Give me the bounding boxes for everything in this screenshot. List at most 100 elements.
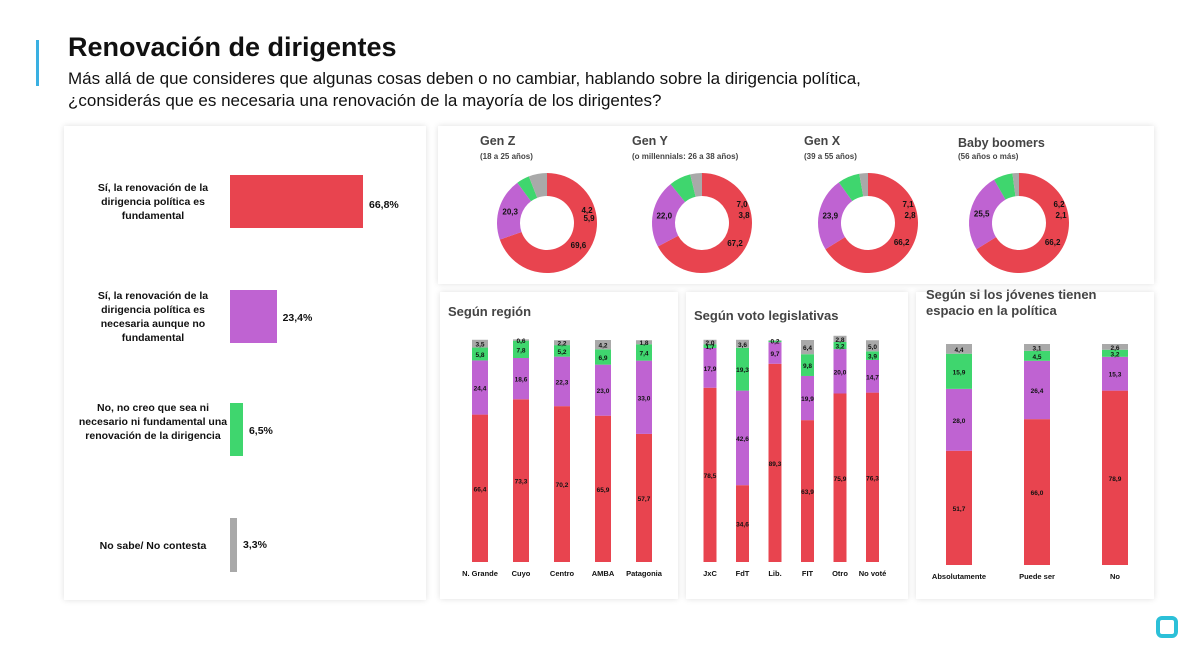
stacked-bar-label: 63,9 bbox=[801, 489, 814, 496]
donut-slice bbox=[818, 182, 853, 250]
stacked-bar-segment bbox=[703, 347, 717, 388]
panel-title: Según región bbox=[448, 304, 532, 319]
gen-note: (39 a 55 años) bbox=[804, 152, 857, 161]
donut-slice bbox=[652, 184, 686, 247]
stacked-bar-label: 1,8 bbox=[639, 340, 648, 347]
donut-label: 66,2 bbox=[894, 238, 910, 247]
stacked-bar-label: 4,5 bbox=[1032, 354, 1041, 361]
stacked-bar-segment bbox=[736, 339, 749, 348]
stacked-bar-label: 19,9 bbox=[801, 396, 814, 403]
stacked-bar-label: 7,8 bbox=[516, 347, 525, 354]
category-label: Lib. bbox=[768, 569, 781, 578]
donut-slice bbox=[838, 173, 864, 202]
stacked-bar-segment bbox=[946, 353, 972, 389]
stacked-bar-segment bbox=[768, 340, 782, 341]
donut-slice bbox=[670, 174, 696, 202]
stacked-bar-label: 22,3 bbox=[556, 379, 569, 386]
donut-label: 3,8 bbox=[738, 211, 750, 220]
stacked-bar-segment bbox=[1024, 350, 1050, 361]
stacked-bar-label: 5,2 bbox=[557, 349, 566, 356]
total-panel: Sí, la renovación de la dirigencia polít… bbox=[64, 126, 426, 600]
gen-note: (o millennials: 26 a 38 años) bbox=[632, 152, 739, 161]
donut-slice bbox=[517, 176, 538, 202]
stacked-bar-label: 57,7 bbox=[638, 496, 651, 503]
stacked-bar-segment bbox=[1102, 344, 1128, 350]
stacked-bar-label: 76,3 bbox=[866, 475, 879, 482]
gen-title: Baby boomers bbox=[958, 136, 1045, 150]
donut-slice bbox=[528, 173, 547, 198]
stacked-bar-label: 7,4 bbox=[639, 350, 648, 357]
stacked-bar-segment bbox=[513, 357, 529, 400]
stacked-bar-label: 78,5 bbox=[704, 473, 717, 480]
category-label: AMBA bbox=[592, 569, 615, 578]
hbar bbox=[230, 518, 237, 572]
donut-label: 7,0 bbox=[736, 200, 748, 209]
youth-stacked-chart: 51,7 28,0 15,9 4,4 Absolutamente 66,0 26,4 4,5 3… bbox=[932, 344, 1128, 581]
donut-label: 69,6 bbox=[571, 241, 587, 250]
stacked-bar-label: 19,3 bbox=[736, 367, 749, 374]
stacked-bar-label: 9,7 bbox=[770, 351, 779, 358]
category-label: N. Grande bbox=[462, 569, 498, 578]
youth-panel: Según si los jóvenes tienen espacio en l… bbox=[916, 287, 1154, 599]
stacked-bar-segment bbox=[595, 415, 611, 562]
stacked-bar-label: 3,2 bbox=[1110, 351, 1119, 358]
donut-slice bbox=[994, 173, 1016, 200]
stacked-bar-label: 33,0 bbox=[638, 395, 651, 402]
panel-title: Según voto legislativas bbox=[694, 308, 839, 323]
donut-label: 2,1 bbox=[1055, 211, 1067, 220]
stacked-bar-label: 15,9 bbox=[953, 369, 966, 376]
stacked-bar-segment bbox=[768, 363, 782, 562]
stacked-bar-segment bbox=[703, 387, 717, 562]
stacked-bar-label: 6,4 bbox=[803, 345, 812, 352]
stacked-bar-label: 0,2 bbox=[770, 338, 779, 345]
stacked-bar-label: 2,0 bbox=[705, 340, 714, 347]
stacked-bar-segment bbox=[736, 390, 749, 486]
hbar-label: No, no creo que sea ni necesario ni fund… bbox=[78, 402, 228, 442]
stacked-bar-segment bbox=[595, 364, 611, 416]
stacked-bar-label: 3,6 bbox=[738, 342, 747, 349]
stacked-bar-label: 23,0 bbox=[597, 388, 610, 395]
donut-label: 66,2 bbox=[1045, 238, 1061, 247]
donut-label: 4,2 bbox=[581, 206, 593, 215]
stacked-bar-label: 14,7 bbox=[866, 374, 879, 381]
hbar-value: 6,5% bbox=[248, 425, 273, 437]
stacked-bar-segment bbox=[595, 349, 611, 365]
stacked-bar-label: 4,4 bbox=[954, 347, 963, 354]
stacked-bar-label: 75,9 bbox=[834, 476, 847, 483]
stacked-bar-segment bbox=[636, 433, 652, 562]
stacked-bar-label: 5,0 bbox=[868, 344, 877, 351]
stacked-bar-segment bbox=[1102, 356, 1128, 391]
donut-label: 22,0 bbox=[656, 211, 672, 220]
vote-stacked-chart: 78,5 17,9 1,72,0 JxC 34,6 42,6 19,3 3,6 FdT 89,3 9… bbox=[703, 335, 886, 578]
stacked-bar-segment bbox=[636, 340, 652, 345]
stacked-bar-label: 73,3 bbox=[515, 479, 528, 486]
hbar bbox=[230, 290, 277, 343]
stacked-bar-segment bbox=[595, 340, 611, 350]
page-subtitle: Más allá de que consideres que algunas c… bbox=[68, 69, 861, 110]
stacked-bar-segment bbox=[472, 360, 488, 415]
stacked-bar-label: 17,9 bbox=[704, 366, 717, 373]
stacked-bar-label: 20,0 bbox=[834, 369, 847, 376]
stacked-bar-segment bbox=[554, 356, 570, 407]
stacked-bar-segment bbox=[946, 450, 972, 565]
stacked-bar-label: 51,7 bbox=[953, 506, 966, 513]
hbar bbox=[230, 175, 363, 228]
donut-label: 6,2 bbox=[1053, 200, 1065, 209]
stacked-bar-segment bbox=[801, 354, 814, 376]
stacked-bar-label: 66,0 bbox=[1031, 490, 1044, 497]
stacked-bar-segment bbox=[946, 344, 972, 354]
gen-note: (56 años o más) bbox=[958, 152, 1019, 161]
donut-slice bbox=[969, 179, 1006, 250]
generations-panel: Gen Z (18 a 25 años) Gen Y (o millennial… bbox=[438, 126, 1154, 284]
stacked-bar-segment bbox=[946, 388, 972, 451]
stacked-bar-segment bbox=[833, 335, 847, 342]
stacked-bar-label: 70,2 bbox=[556, 482, 569, 489]
stacked-bar-label: 4,2 bbox=[598, 343, 607, 350]
stacked-bar-segment bbox=[833, 349, 847, 394]
stacked-bar-label: 18,6 bbox=[515, 377, 528, 384]
stacked-bar-label: 65,9 bbox=[597, 487, 610, 494]
donut-slice bbox=[825, 173, 918, 273]
region-stacked-chart: 66,4 24,4 5,8 3,5 N. Grande 73,3 18,6 7,8 0,6 Cuy… bbox=[462, 338, 663, 578]
stacked-bar-label: 9,8 bbox=[803, 363, 812, 370]
stacked-bar-label: 2,2 bbox=[557, 341, 566, 348]
